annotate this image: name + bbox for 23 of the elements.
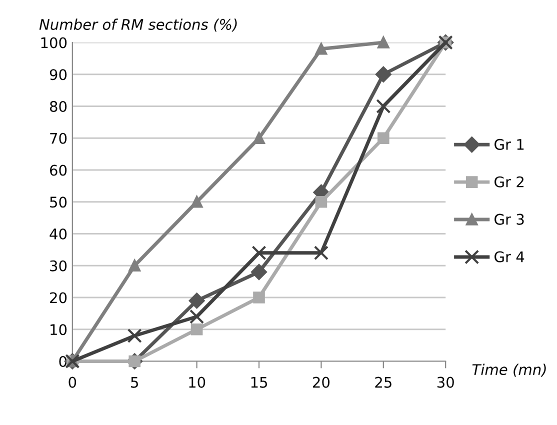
x-tick-label: 10 — [189, 376, 206, 388]
legend-label: Gr 1 — [494, 138, 524, 150]
y-tick-label: 100 — [41, 37, 67, 48]
y-tick-label: 80 — [50, 100, 67, 112]
x-axis-title: Time (mn) — [472, 364, 546, 377]
legend-label: Gr 4 — [494, 251, 524, 262]
x-tick-label: 25 — [375, 376, 392, 388]
y-tick-label: 50 — [50, 196, 67, 208]
y-tick-label: 70 — [50, 132, 67, 144]
x-tick-label: 20 — [312, 376, 330, 388]
x-tick-label: 0 — [68, 376, 76, 388]
x-tick-label: 15 — [251, 376, 268, 388]
x-tick-label: 30 — [437, 376, 454, 388]
legend-label: Gr 3 — [494, 214, 524, 225]
y-tick-label: 40 — [50, 228, 67, 240]
y-tick-label: 90 — [50, 69, 67, 80]
legend-label: Gr 2 — [494, 176, 524, 188]
y-tick-label: 10 — [50, 324, 67, 336]
y-tick-label: 20 — [50, 292, 67, 304]
y-tick-label: 60 — [50, 164, 67, 176]
x-tick-label: 5 — [131, 376, 138, 388]
y-tick-label: 30 — [50, 260, 67, 272]
y-axis-title: Number of RM sections (%) — [39, 18, 237, 32]
